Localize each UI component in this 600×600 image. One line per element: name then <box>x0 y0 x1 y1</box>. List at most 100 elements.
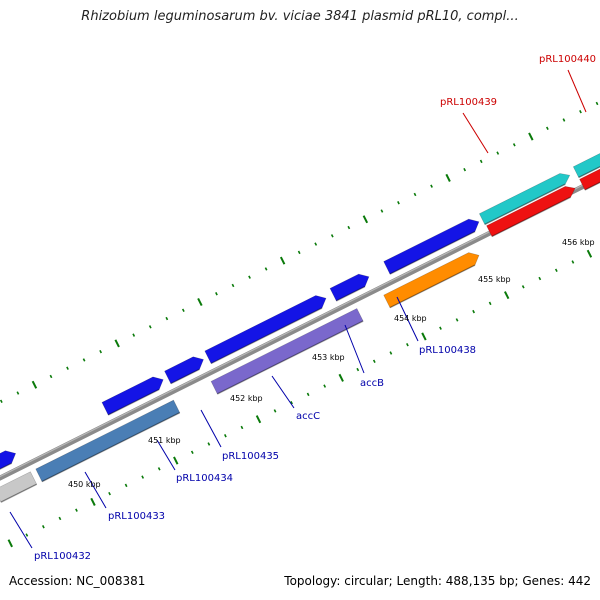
tick-mark <box>190 450 194 454</box>
gene-arrow-blue <box>204 295 327 364</box>
gene-arrow-blue <box>164 356 204 385</box>
tick-mark <box>290 400 293 405</box>
gene-leader-line <box>9 511 33 549</box>
tick-mark <box>66 366 69 370</box>
gene-box-steelblue <box>35 399 181 482</box>
tick-mark <box>306 392 310 397</box>
gene-label-accc: accC <box>296 411 320 422</box>
gene-label-prl100439: pRL100439 <box>440 97 497 108</box>
ruler-label: 451 kbp <box>148 436 181 445</box>
accession-label: Accession: NC_008381 <box>9 574 146 588</box>
tick-mark <box>99 349 103 354</box>
tick-mark <box>579 110 582 114</box>
tick-mark <box>157 467 161 471</box>
tick-mark <box>90 497 96 506</box>
tick-mark <box>181 308 185 312</box>
tick-mark <box>338 373 344 382</box>
gene-arrow-cyan-edge <box>484 183 566 226</box>
gene-arrow-cyan-edge <box>578 165 600 179</box>
map-title: Rhizobium leguminosarum bv. viciae 3841 … <box>81 9 519 24</box>
tick-mark <box>356 367 360 372</box>
tick-mark <box>132 333 136 337</box>
ruler-label: 456 kbp <box>562 238 595 247</box>
tick-mark <box>279 256 286 265</box>
tick-mark <box>323 384 327 388</box>
ruler-label: 454 kbp <box>394 314 427 323</box>
tick-mark <box>124 483 128 488</box>
gene-label-accb: accB <box>360 378 384 389</box>
gene-label-prl100435: pRL100435 <box>222 451 279 462</box>
gene-leader-line <box>462 112 489 154</box>
tick-mark <box>240 425 244 430</box>
tick-mark <box>439 326 442 330</box>
gene-label-prl100432: pRL100432 <box>34 551 91 562</box>
tick-mark <box>380 209 384 213</box>
tick-mark <box>297 250 301 255</box>
ruler-label: 452 kbp <box>230 394 263 403</box>
tick-marks <box>0 101 599 548</box>
gene-arrow-blue-edge <box>210 307 323 365</box>
tick-mark <box>406 343 409 347</box>
gene-leader-line <box>344 324 365 374</box>
tick-mark <box>546 126 549 130</box>
gene-arrow-cyan <box>572 153 600 178</box>
tick-mark <box>479 159 483 164</box>
gene-leader-line <box>84 471 107 509</box>
gene-arrow-blue-edge <box>389 230 476 275</box>
tick-mark <box>586 249 593 258</box>
tick-mark <box>488 301 492 306</box>
tick-mark <box>330 234 334 238</box>
topology-label: Topology: circular; Length: 488,135 bp; … <box>284 574 591 588</box>
gene-label-prl100434: pRL100434 <box>176 473 233 484</box>
tick-mark <box>108 491 111 496</box>
tick-mark <box>16 391 20 395</box>
tick-mark <box>31 380 38 389</box>
ruler-labels: 450 kbp 451 kbp 452 kbp 453 kbp 454 kbp 455 k… <box>68 238 595 489</box>
tick-mark <box>231 283 235 288</box>
gene-box-purple <box>210 308 364 395</box>
tick-mark <box>512 143 516 147</box>
gene-arrow-red <box>486 186 576 237</box>
gene-arrow-blue <box>329 273 370 302</box>
tick-mark <box>521 285 525 289</box>
tick-mark <box>165 316 169 321</box>
tick-mark <box>207 442 211 446</box>
gene-box-gray <box>0 471 38 503</box>
tick-mark <box>430 184 433 188</box>
tick-mark <box>571 260 575 264</box>
tick-mark <box>197 297 203 307</box>
gene-label-prl100433: pRL100433 <box>108 511 165 522</box>
ruler-label: 455 kbp <box>478 275 511 284</box>
tick-mark <box>538 276 542 281</box>
gene-arrow-red <box>579 168 600 191</box>
gene-arrow-orange-edge <box>389 264 476 309</box>
gene-arrow-blue-edge <box>335 285 366 302</box>
gene-features <box>0 153 600 503</box>
gene-box-gray-edge <box>0 483 38 503</box>
tick-mark <box>0 399 3 404</box>
tick-mark <box>421 332 427 341</box>
tick-mark <box>455 318 459 322</box>
tick-mark <box>314 242 318 246</box>
tick-mark <box>114 339 120 348</box>
gene-arrow-cyan <box>479 173 571 225</box>
tick-mark <box>504 291 510 300</box>
tick-mark <box>472 309 475 314</box>
tick-mark <box>58 516 62 521</box>
gene-leader-line <box>396 296 419 342</box>
gene-arrow-blue-edge <box>0 462 12 470</box>
tick-mark <box>7 539 13 548</box>
tick-mark <box>389 351 393 355</box>
gene-arrow-blue <box>383 218 480 275</box>
tick-mark <box>273 409 277 413</box>
tick-mark <box>362 215 369 224</box>
gene-arrow-blue-edge <box>107 388 160 416</box>
gene-leader-line <box>156 439 176 471</box>
tick-mark <box>445 173 451 182</box>
ruler-label: 453 kbp <box>312 353 345 362</box>
gene-label-prl100438: pRL100438 <box>419 345 476 356</box>
gene-arrow-blue <box>0 450 17 470</box>
tick-mark <box>148 325 152 329</box>
tick-mark <box>595 101 599 106</box>
tick-mark <box>173 456 179 465</box>
